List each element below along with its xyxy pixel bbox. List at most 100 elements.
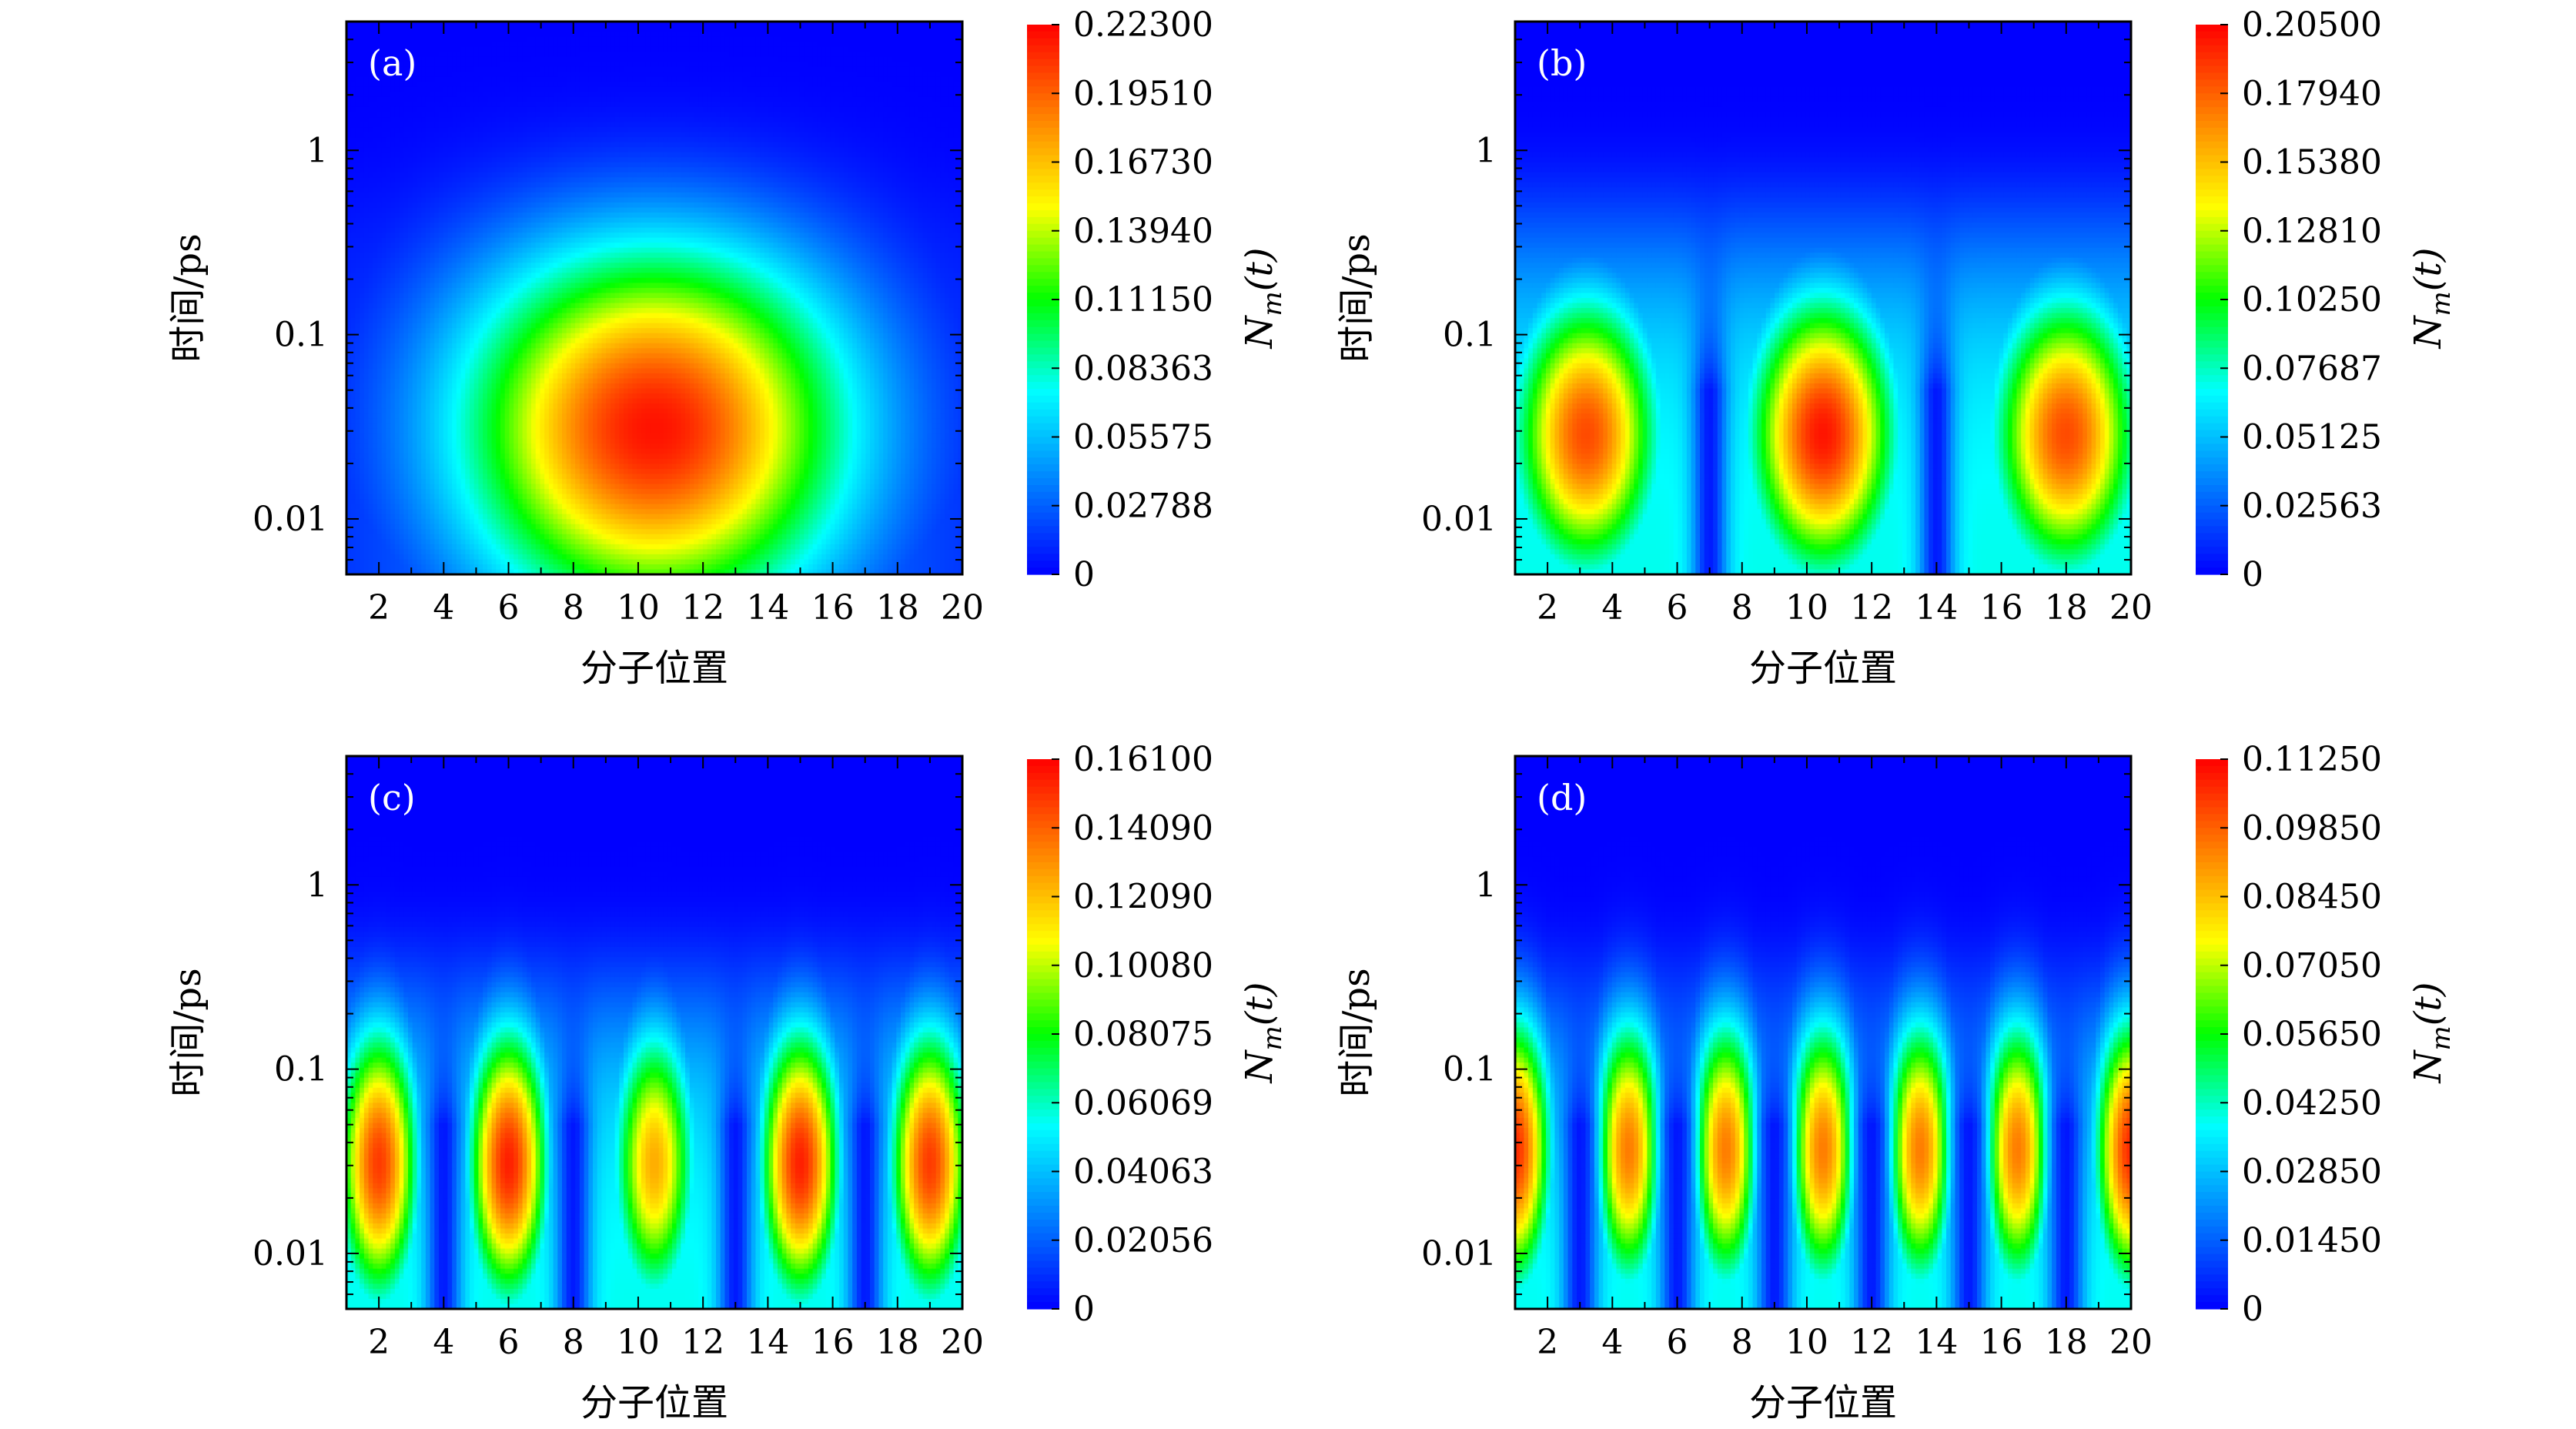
heatmap-cell bbox=[544, 52, 549, 57]
heatmap-cell bbox=[641, 37, 646, 42]
heatmap-cell bbox=[804, 37, 808, 42]
heatmap-cell bbox=[954, 32, 958, 37]
heatmap-cell bbox=[483, 52, 487, 57]
heatmap-cell bbox=[377, 27, 382, 32]
heatmap-cell bbox=[747, 47, 751, 52]
heatmap-cell bbox=[852, 37, 857, 42]
heatmap-cell bbox=[580, 47, 584, 52]
heatmap-cell bbox=[364, 27, 369, 32]
heatmap-cell bbox=[857, 27, 861, 32]
heatmap-cell bbox=[909, 42, 914, 47]
heatmap-cell bbox=[457, 52, 461, 57]
heatmap-cell bbox=[936, 32, 941, 37]
heatmap-cell bbox=[650, 42, 654, 47]
heatmap-cell bbox=[659, 32, 664, 37]
heatmap-cell bbox=[382, 27, 386, 32]
heatmap-cell bbox=[804, 27, 808, 32]
heatmap-cell bbox=[615, 52, 620, 57]
heatmap-cell bbox=[523, 52, 527, 57]
chart-panel-a: 2 4 6 8 10 12 14 16 18 200.010.11分子位置时间/ps(a)00.0… bbox=[166, 5, 1288, 690]
heatmap-cell bbox=[945, 27, 949, 32]
heatmap-cell bbox=[878, 42, 883, 47]
heatmap-cell bbox=[575, 47, 580, 52]
heatmap-cell bbox=[557, 52, 562, 57]
heatmap-cell bbox=[654, 37, 659, 42]
heatmap-cell bbox=[531, 32, 536, 37]
heatmap-cell bbox=[795, 47, 800, 52]
heatmap-cell bbox=[408, 32, 413, 37]
heatmap-cell bbox=[681, 37, 685, 42]
heatmap-cell bbox=[857, 37, 861, 42]
heatmap-cell bbox=[826, 42, 831, 47]
heatmap-cell bbox=[611, 52, 615, 57]
heatmap-cell bbox=[478, 37, 483, 42]
heatmap-cell bbox=[470, 52, 474, 57]
heatmap-cell bbox=[386, 37, 390, 42]
heatmap-cell bbox=[888, 27, 892, 32]
heatmap-cell bbox=[839, 42, 844, 47]
heatmap-cell bbox=[426, 47, 430, 52]
heatmap-cell bbox=[544, 32, 549, 37]
heatmap-cell bbox=[452, 52, 457, 57]
heatmap-cell bbox=[721, 42, 725, 47]
heatmap-cell bbox=[447, 47, 452, 52]
heatmap-cell bbox=[857, 47, 861, 52]
heatmap-cell bbox=[443, 47, 448, 52]
heatmap-cell bbox=[641, 47, 646, 52]
heatmap-cell bbox=[562, 42, 567, 47]
heatmap-cell bbox=[663, 42, 667, 47]
heatmap-cell bbox=[901, 32, 905, 37]
heatmap-cell bbox=[452, 27, 457, 32]
heatmap-cell bbox=[646, 32, 651, 37]
heatmap-cell bbox=[817, 27, 821, 32]
heatmap-cell bbox=[465, 52, 470, 57]
heatmap-cell bbox=[773, 37, 778, 42]
heatmap-cell bbox=[597, 47, 602, 52]
heatmap-cell bbox=[742, 47, 747, 52]
heatmap-cell bbox=[865, 47, 870, 52]
heatmap-cell bbox=[518, 47, 523, 52]
heatmap-cell bbox=[360, 42, 364, 47]
heatmap-cell bbox=[584, 37, 589, 42]
heatmap-cell bbox=[711, 27, 716, 32]
heatmap-cell bbox=[672, 42, 677, 47]
heatmap-cell bbox=[760, 32, 764, 37]
heatmap-cell bbox=[474, 42, 479, 47]
heatmap-cell bbox=[465, 47, 470, 52]
heatmap-cell bbox=[531, 47, 536, 52]
heatmap-cell bbox=[742, 32, 747, 37]
heatmap-cell bbox=[808, 47, 813, 52]
heatmap-cell bbox=[601, 47, 606, 52]
heatmap-cell bbox=[755, 27, 760, 32]
heatmap-cell bbox=[875, 27, 879, 32]
heatmap-cell bbox=[624, 42, 628, 47]
heatmap-cell bbox=[373, 32, 377, 37]
heatmap-cell bbox=[536, 42, 540, 47]
heatmap-cell bbox=[663, 52, 667, 57]
heatmap-cell bbox=[729, 37, 734, 42]
heatmap-cell bbox=[782, 27, 787, 32]
heatmap-cell bbox=[813, 37, 818, 42]
heatmap-cell bbox=[764, 47, 769, 52]
heatmap-cell bbox=[808, 37, 813, 42]
heatmap-cell bbox=[611, 42, 615, 47]
heatmap-cell bbox=[500, 42, 505, 47]
heatmap-cell bbox=[821, 37, 826, 42]
heatmap-cell bbox=[562, 37, 567, 42]
heatmap-cell bbox=[518, 27, 523, 32]
heatmap-cell bbox=[430, 42, 435, 47]
heatmap-cell bbox=[755, 47, 760, 52]
heatmap-cell bbox=[909, 32, 914, 37]
heatmap-cell bbox=[500, 47, 505, 52]
heatmap-cell bbox=[685, 37, 690, 42]
heatmap-cell bbox=[554, 37, 558, 42]
heatmap-cell bbox=[690, 42, 694, 47]
heatmap-cell bbox=[478, 52, 483, 57]
heatmap-cell bbox=[734, 32, 738, 37]
heatmap-cell bbox=[821, 27, 826, 32]
heatmap-cell bbox=[628, 52, 633, 57]
heatmap-cell bbox=[641, 32, 646, 37]
heatmap-cell bbox=[641, 52, 646, 57]
heatmap-cell bbox=[487, 52, 492, 57]
heatmap-cell bbox=[540, 47, 544, 52]
